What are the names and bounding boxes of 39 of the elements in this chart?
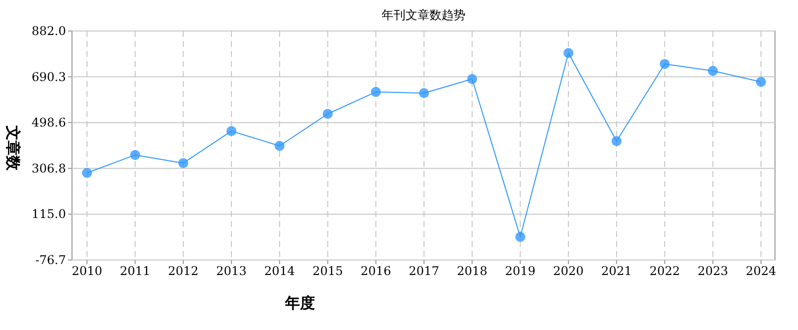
x-tick-label: 2023 [698, 264, 728, 278]
x-tick-label: 2012 [168, 264, 199, 278]
y-tick-label: 690.3 [32, 70, 66, 84]
x-tick-label: 2017 [408, 264, 440, 278]
point [467, 74, 478, 84]
point [370, 86, 381, 97]
y-tick-label: 882.0 [32, 24, 66, 38]
x-tick-label: 2024 [746, 264, 777, 278]
point [419, 88, 429, 98]
x-tick-label: 2021 [601, 264, 632, 278]
point [612, 136, 622, 146]
point [82, 168, 92, 178]
point [756, 76, 766, 87]
point [130, 150, 140, 160]
x-tick-label: 2019 [505, 264, 536, 278]
point [226, 126, 236, 136]
point [563, 48, 574, 58]
y-tick-label: 306.8 [32, 161, 66, 176]
y-tick-label: 115.0 [32, 207, 66, 222]
point [708, 66, 718, 76]
point [274, 140, 285, 151]
x-tick-label: 2018 [456, 264, 488, 278]
x-tick-label: 2011 [120, 264, 150, 278]
x-tick-label: 2022 [649, 264, 680, 278]
y-tick-label: 498.6 [32, 116, 66, 130]
x-tick-label: 2016 [360, 264, 392, 278]
x-tick-label: 2015 [312, 264, 343, 278]
point [515, 232, 526, 242]
x-axis-title: 年度 [284, 294, 315, 312]
point [322, 108, 333, 119]
point [178, 158, 188, 168]
x-tick-label: 2020 [553, 264, 584, 278]
x-tick-label: 2010 [72, 264, 102, 278]
point [660, 58, 670, 69]
y-tick-label: -76.7 [35, 253, 66, 267]
x-tick-label: 2013 [216, 264, 247, 278]
x-tick-label: 2014 [264, 264, 296, 278]
y-axis-title: 文章数 [4, 124, 22, 172]
chart-title: 年刊文章数趋势 [382, 8, 466, 22]
